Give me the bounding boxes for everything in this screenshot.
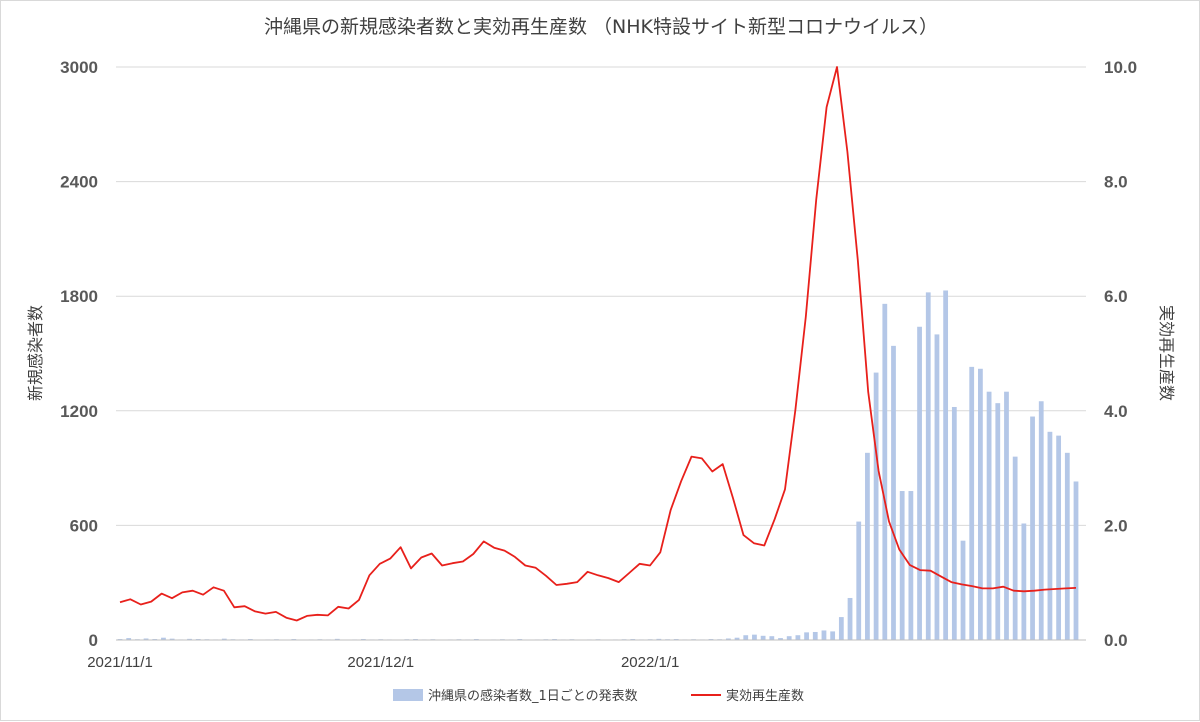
bar — [848, 598, 853, 640]
bar — [1065, 453, 1070, 640]
bar — [804, 632, 809, 640]
line-series — [120, 67, 1076, 621]
x-tick-label: 2022/1/1 — [621, 654, 679, 671]
bar — [769, 636, 774, 640]
bar — [978, 369, 983, 640]
bar — [839, 617, 844, 640]
bar — [761, 636, 766, 640]
legend-line-label: 実効再生産数 — [726, 688, 804, 704]
bar — [1004, 392, 1009, 640]
x-tick-label: 2021/11/1 — [87, 654, 153, 671]
reproduction-number-line — [120, 67, 1076, 621]
y-left-tick-label: 3000 — [60, 58, 98, 77]
y-right-tick-label: 4.0 — [1104, 402, 1128, 421]
bar — [952, 407, 957, 640]
bar — [935, 334, 940, 640]
y-left-tick-label: 1800 — [60, 287, 98, 306]
bar — [917, 327, 922, 640]
bar — [1013, 457, 1018, 640]
bar — [743, 635, 748, 640]
y-right-tick-label: 2.0 — [1104, 516, 1128, 535]
tick-labels: 0 600 1200 1800 2400 3000 0.0 2.0 4.0 6.0 8.0 10.0 2… — [60, 58, 1137, 671]
legend: 沖縄県の感染者数_1日ごとの発表数 実効再生産数 — [393, 688, 804, 704]
bar — [943, 290, 948, 640]
bar — [796, 635, 801, 640]
y-axis-right-title: 実効再生産数 — [1157, 305, 1176, 401]
bar — [900, 491, 905, 640]
bar — [987, 392, 992, 640]
bar — [822, 630, 827, 640]
bar — [856, 522, 861, 640]
bar — [1056, 436, 1061, 640]
legend-bar-swatch — [393, 689, 423, 701]
bar — [830, 631, 835, 640]
y-left-tick-label: 0 — [89, 631, 98, 650]
y-axis-left-title: 新規感染者数 — [26, 305, 45, 401]
x-tick-label: 2021/12/1 — [347, 654, 414, 671]
bar — [926, 292, 931, 640]
y-right-tick-label: 6.0 — [1104, 287, 1128, 306]
bar — [813, 632, 818, 640]
bar — [1048, 432, 1053, 640]
bar — [1021, 523, 1026, 640]
y-right-tick-label: 10.0 — [1104, 58, 1137, 77]
y-left-tick-label: 2400 — [60, 173, 98, 192]
bar — [1074, 481, 1079, 640]
bar — [1030, 417, 1035, 640]
bar — [865, 453, 870, 640]
chart-title: 沖縄県の新規感染者数と実効再生産数 （NHK特設サイト新型コロナウイルス） — [264, 16, 938, 38]
bar — [787, 636, 792, 640]
bar — [995, 403, 1000, 640]
bar — [969, 367, 974, 640]
gridlines — [116, 67, 1086, 525]
bar — [961, 541, 966, 640]
y-left-tick-label: 1200 — [60, 402, 98, 421]
bar — [874, 373, 879, 640]
y-right-tick-label: 8.0 — [1104, 173, 1128, 192]
bar-series — [118, 290, 1079, 640]
bar — [891, 346, 896, 640]
legend-bar-label: 沖縄県の感染者数_1日ごとの発表数 — [428, 688, 638, 704]
y-left-tick-label: 600 — [70, 516, 98, 535]
bar — [882, 304, 887, 640]
bar — [1039, 401, 1044, 640]
y-right-tick-label: 0.0 — [1104, 631, 1128, 650]
bar — [752, 635, 757, 640]
